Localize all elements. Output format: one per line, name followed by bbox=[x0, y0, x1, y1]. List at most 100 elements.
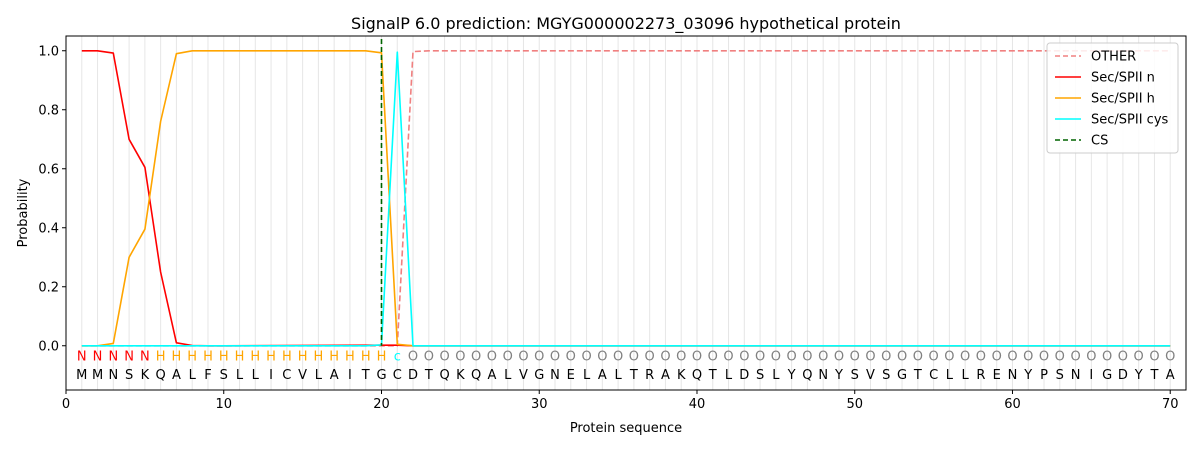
region-label: O bbox=[771, 350, 781, 365]
y-axis-label: Probability bbox=[16, 178, 31, 247]
legend-label: Sec/SPII cys bbox=[1091, 113, 1169, 128]
x-tick-label: 10 bbox=[215, 397, 232, 412]
y-tick-label: 0.0 bbox=[38, 339, 59, 354]
residue-label: L bbox=[189, 368, 197, 383]
residue-label: A bbox=[1166, 368, 1175, 383]
region-label: O bbox=[1070, 350, 1080, 365]
region-label: O bbox=[1165, 350, 1175, 365]
series-line-0 bbox=[81, 49, 1171, 347]
region-label: H bbox=[172, 350, 182, 365]
residue-label: S bbox=[882, 368, 890, 383]
region-label: N bbox=[108, 350, 118, 365]
residue-label: N bbox=[818, 368, 828, 383]
region-label: H bbox=[187, 350, 197, 365]
residue-grid bbox=[81, 36, 1171, 390]
residue-label: S bbox=[1056, 368, 1064, 383]
region-label: O bbox=[439, 350, 449, 365]
residue-label: V bbox=[519, 368, 528, 383]
region-label: O bbox=[992, 350, 1002, 365]
residue-label: Q bbox=[439, 368, 449, 383]
region-label: O bbox=[913, 350, 923, 365]
series-line-2 bbox=[81, 49, 1171, 347]
region-label: O bbox=[1007, 350, 1017, 365]
x-axis-label: Protein sequence bbox=[570, 421, 682, 436]
region-label: O bbox=[518, 350, 528, 365]
region-label: H bbox=[156, 350, 166, 365]
region-label: H bbox=[266, 350, 276, 365]
region-label: H bbox=[235, 350, 245, 365]
residue-label: L bbox=[583, 368, 591, 383]
residue-label: Q bbox=[471, 368, 481, 383]
region-label: H bbox=[377, 350, 387, 365]
region-label: O bbox=[550, 350, 560, 365]
residue-label: V bbox=[298, 368, 307, 383]
region-label: O bbox=[692, 350, 702, 365]
region-label: H bbox=[298, 350, 308, 365]
region-label: O bbox=[739, 350, 749, 365]
x-tick-label: 0 bbox=[62, 397, 70, 412]
residue-label: K bbox=[141, 368, 150, 383]
region-label: c bbox=[394, 350, 401, 365]
x-tick-label: 50 bbox=[846, 397, 863, 412]
region-label: O bbox=[897, 350, 907, 365]
region-label: H bbox=[219, 350, 229, 365]
residue-label: Q bbox=[156, 368, 166, 383]
residue-label: G bbox=[376, 368, 386, 383]
region-label: O bbox=[928, 350, 938, 365]
region-label: H bbox=[203, 350, 213, 365]
residue-label: A bbox=[661, 368, 670, 383]
legend-label: Sec/SPII n bbox=[1091, 71, 1155, 86]
residue-label: C bbox=[282, 368, 291, 383]
residue-label: L bbox=[725, 368, 733, 383]
region-label: H bbox=[329, 350, 339, 365]
residue-label: R bbox=[976, 368, 985, 383]
residue-label: C bbox=[393, 368, 402, 383]
region-label: O bbox=[865, 350, 875, 365]
x-tick-label: 70 bbox=[1162, 397, 1179, 412]
region-label: O bbox=[1134, 350, 1144, 365]
series-line-1 bbox=[81, 49, 1171, 347]
residue-label: N bbox=[550, 368, 560, 383]
residue-label: V bbox=[866, 368, 875, 383]
residue-label: R bbox=[645, 368, 654, 383]
y-tick-label: 0.2 bbox=[38, 280, 59, 295]
residue-label: I bbox=[269, 368, 273, 383]
residue-label: T bbox=[629, 368, 638, 383]
x-tick-label: 20 bbox=[373, 397, 390, 412]
chart-title: SignalP 6.0 prediction: MGYG000002273_03… bbox=[351, 14, 901, 34]
residue-label: M bbox=[76, 368, 87, 383]
residue-label: E bbox=[567, 368, 575, 383]
residue-label: G bbox=[534, 368, 544, 383]
region-label: O bbox=[408, 350, 418, 365]
region-label: O bbox=[581, 350, 591, 365]
residue-label: L bbox=[772, 368, 780, 383]
residue-label: A bbox=[330, 368, 339, 383]
residue-label: L bbox=[962, 368, 970, 383]
region-label: N bbox=[140, 350, 150, 365]
legend-box bbox=[1046, 42, 1179, 154]
residue-label: Y bbox=[787, 368, 796, 383]
region-label: O bbox=[471, 350, 481, 365]
y-tick-label: 0.6 bbox=[38, 162, 59, 177]
residue-label: L bbox=[504, 368, 512, 383]
region-label: O bbox=[708, 350, 718, 365]
residue-label: L bbox=[946, 368, 954, 383]
residue-label: G bbox=[897, 368, 907, 383]
plot-frame bbox=[65, 35, 1187, 391]
residue-label: I bbox=[348, 368, 352, 383]
region-label: O bbox=[881, 350, 891, 365]
region-label: N bbox=[93, 350, 103, 365]
residue-label: S bbox=[756, 368, 764, 383]
region-label: O bbox=[487, 350, 497, 365]
region-label: N bbox=[124, 350, 134, 365]
region-label: O bbox=[424, 350, 434, 365]
region-label: O bbox=[1055, 350, 1065, 365]
residue-label: K bbox=[456, 368, 465, 383]
residue-label: L bbox=[315, 368, 323, 383]
residue-label: N bbox=[108, 368, 118, 383]
region-label: O bbox=[503, 350, 513, 365]
region-label: O bbox=[723, 350, 733, 365]
residue-label: N bbox=[1008, 368, 1018, 383]
residue-label: S bbox=[125, 368, 133, 383]
